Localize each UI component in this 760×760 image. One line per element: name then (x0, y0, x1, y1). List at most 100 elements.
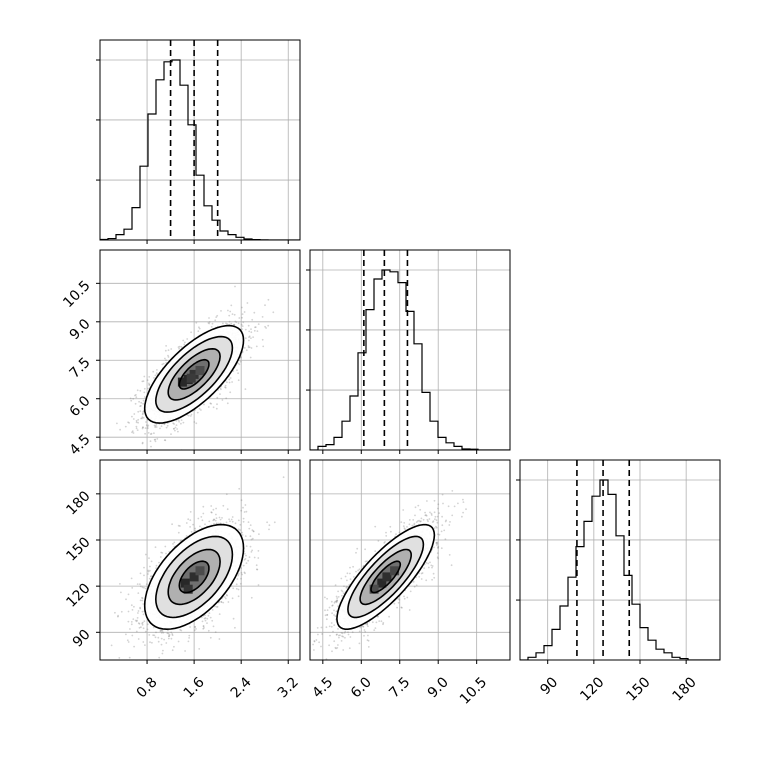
scatter-point (266, 521, 268, 524)
scatter-point (255, 345, 258, 348)
scatter-point (218, 613, 221, 615)
scatter-point (147, 573, 149, 575)
scatter-point (135, 421, 138, 424)
scatter-point (207, 614, 210, 617)
scatter-point (313, 649, 315, 651)
scatter-point (219, 518, 222, 521)
scatter-point (162, 362, 165, 365)
scatter-point (145, 424, 148, 427)
scatter-point (231, 381, 234, 383)
scatter-point (241, 306, 243, 309)
scatter-point (210, 402, 213, 405)
scatter-point (130, 604, 133, 607)
scatter-point (177, 430, 179, 433)
scatter-point (221, 517, 223, 519)
histogram-0-steps (100, 59, 300, 240)
scatter-point (161, 552, 164, 554)
scatter-point (182, 421, 185, 424)
scatter-point (160, 631, 163, 634)
scatter-point (252, 530, 255, 533)
scatter-point (367, 625, 369, 628)
scatter-point (347, 633, 350, 636)
scatter-point (142, 399, 145, 402)
scatter-point (149, 641, 151, 644)
scatter-point (267, 324, 270, 327)
scatter-point (216, 396, 219, 399)
scatter-point (160, 425, 163, 428)
scatter-point (234, 522, 237, 525)
scatter-point (234, 626, 236, 629)
scatter-point (209, 402, 212, 405)
scatter-point (154, 425, 157, 427)
scatter-point (177, 346, 180, 348)
scatter-point (242, 506, 244, 509)
scatter-point (237, 588, 240, 591)
scatter-point (154, 546, 157, 549)
contour-line-1 (167, 548, 221, 606)
scatter-point (136, 429, 139, 431)
scatter-point (426, 518, 429, 521)
scatter-point (250, 328, 252, 330)
scatter-point (207, 406, 210, 408)
scatter-point (135, 396, 138, 399)
scatter-point (171, 649, 174, 652)
scatter-point (340, 577, 343, 580)
scatter-point (251, 318, 254, 321)
scatter-point (233, 323, 236, 326)
scatter-point (282, 476, 285, 479)
scatter-point (242, 517, 245, 520)
scatter-point (437, 507, 439, 510)
scatter-point (426, 500, 428, 502)
histogram-panel-0 (96, 39, 301, 244)
scatter-point (265, 327, 267, 329)
scatter-point (165, 359, 167, 361)
scatter-point (202, 505, 205, 508)
histogram-panel-2 (516, 459, 721, 664)
scatter-point (403, 527, 406, 529)
scatter-point (215, 606, 218, 608)
scatter-point (139, 410, 142, 412)
scatter-point (444, 520, 447, 523)
scatter-point (143, 574, 145, 577)
scatter-point (408, 519, 411, 521)
scatter-point (237, 528, 240, 531)
scatter-point (347, 631, 349, 633)
scatter-point (438, 512, 440, 514)
scatter-point (129, 628, 131, 630)
scatter-point (359, 626, 362, 629)
scatter-point (208, 317, 210, 319)
scatter-point (139, 389, 142, 392)
scatter-point (249, 535, 252, 538)
scatter-point (178, 420, 181, 423)
scatter-point (110, 644, 113, 647)
scatter-point (254, 326, 256, 329)
scatter-point (197, 517, 200, 520)
histogram-2-frame (519, 459, 721, 661)
scatter-point (165, 642, 168, 644)
scatter-point (147, 424, 150, 427)
scatter-point (171, 633, 174, 635)
scatter-point (435, 541, 438, 544)
scatter-point (167, 349, 170, 352)
scatter-point (366, 623, 368, 625)
scatter-point (155, 473, 157, 475)
scatter-point (160, 551, 163, 554)
scatter-point (153, 432, 155, 435)
scatter-point (170, 433, 172, 435)
scatter-panel-0-1 (96, 249, 301, 475)
scatter-point (251, 537, 254, 540)
scatter-point (366, 622, 369, 625)
scatter-point (154, 426, 157, 429)
scatter-point (211, 609, 214, 611)
scatter-point (171, 634, 174, 637)
scatter-point (244, 535, 247, 537)
scatter-point (215, 513, 217, 516)
scatter-point (145, 583, 148, 586)
scatter-point (210, 511, 213, 514)
scatter-point (127, 421, 129, 424)
scatter-point (133, 413, 136, 415)
scatter-point (241, 534, 244, 536)
scatter-point (139, 606, 142, 609)
density-cell (186, 373, 196, 383)
contour-line-2 (154, 335, 234, 413)
